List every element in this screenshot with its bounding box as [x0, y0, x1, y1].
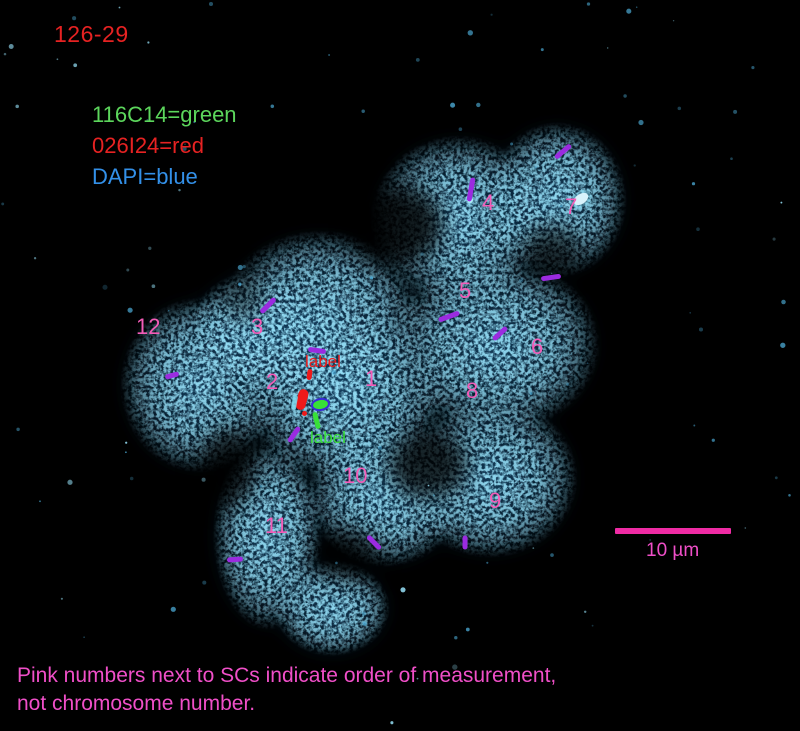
measurement-number-6: 6	[531, 334, 544, 359]
spread-dark-gaps	[200, 185, 582, 581]
green-probe-label: label	[310, 428, 346, 447]
background-specks	[1, 1, 791, 725]
caption-line-1: Pink numbers next to SCs indicate order …	[17, 664, 557, 687]
measurement-number-9: 9	[489, 488, 502, 513]
green-probe-signal-blob	[310, 396, 331, 413]
measurement-tick-12	[462, 535, 468, 550]
red-probe-signal-dot	[302, 411, 307, 416]
measurement-number-7: 7	[565, 194, 578, 219]
legend-item-026I24: 026I24=red	[92, 133, 204, 158]
measurement-tick-1	[466, 177, 476, 202]
measurement-number-3: 3	[251, 314, 264, 339]
measurement-tick-4	[540, 273, 562, 282]
measurement-tick-9	[286, 425, 302, 444]
probe-legend: 116C14=green 026I24=red DAPI=blue	[92, 99, 237, 192]
measurement-tick-6	[437, 310, 461, 323]
measurement-number-4: 4	[482, 190, 495, 215]
red-probe-label: label	[305, 352, 341, 371]
scale-bar-label: 10 µm	[646, 540, 700, 561]
legend-item-DAPI: DAPI=blue	[92, 164, 198, 189]
measurement-tick-11	[365, 534, 383, 551]
legend-item-116C14: 116C14=green	[92, 102, 237, 127]
measurement-number-10: 10	[343, 463, 368, 488]
green-probe-signal-line	[312, 411, 321, 430]
measurement-number-8: 8	[466, 378, 479, 403]
bright-nucleolus-blob	[570, 189, 592, 209]
measurement-number-5: 5	[459, 278, 472, 303]
measurement-number-11: 11	[265, 513, 288, 538]
measurement-tick-5	[491, 325, 509, 342]
caption-line-2: not chromosome number.	[17, 692, 256, 715]
figure-caption: Pink numbers next to SCs indicate order …	[17, 662, 556, 718]
measurement-tick-2	[259, 296, 277, 315]
measurement-tick-3	[553, 143, 573, 160]
scale-bar	[615, 528, 731, 534]
measurement-number-1: 1	[365, 366, 378, 391]
measurement-number-2: 2	[266, 369, 279, 394]
slide-id-label: 126-29	[54, 21, 129, 47]
measurement-tick-10	[226, 556, 244, 563]
measurement-tick-7	[164, 371, 180, 380]
red-probe-signal-dash	[306, 368, 313, 381]
measurement-number-12: 12	[136, 314, 161, 339]
